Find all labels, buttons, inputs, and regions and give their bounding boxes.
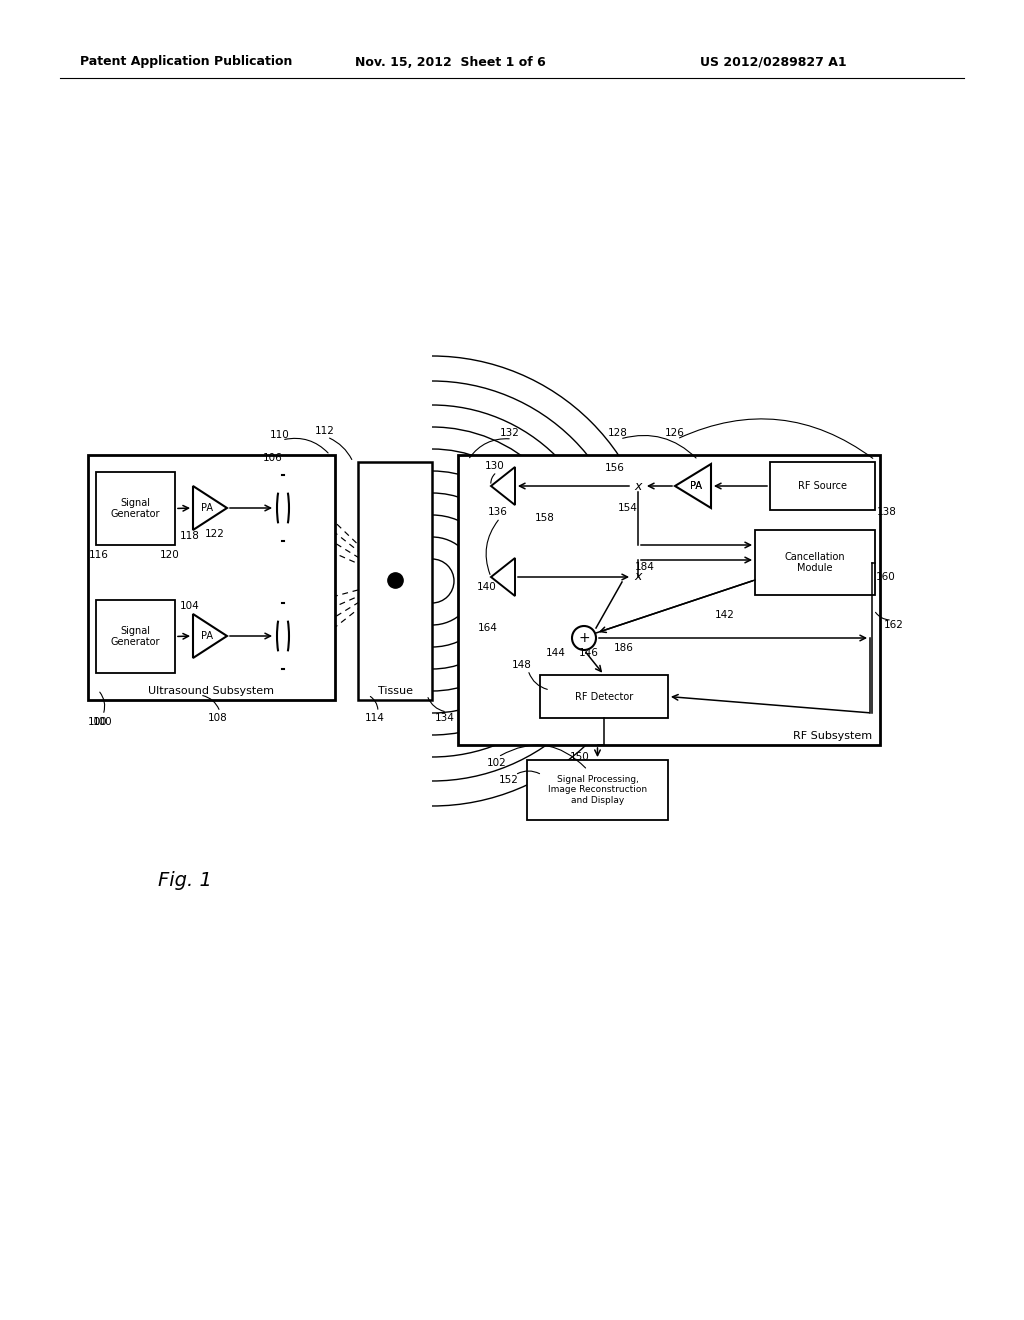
Text: 114: 114 (366, 713, 385, 723)
Text: 150: 150 (570, 752, 590, 762)
Text: PA: PA (690, 480, 702, 491)
Text: 108: 108 (208, 713, 228, 723)
Text: Nov. 15, 2012  Sheet 1 of 6: Nov. 15, 2012 Sheet 1 of 6 (355, 55, 546, 69)
Text: 132: 132 (500, 428, 520, 438)
Text: 146: 146 (579, 648, 599, 657)
Bar (527, 760, 668, 820)
Text: +: + (579, 631, 590, 645)
Text: 162: 162 (884, 620, 904, 630)
Bar (358, 462, 432, 700)
Text: 104: 104 (180, 601, 200, 611)
Text: RF Detector: RF Detector (574, 692, 633, 701)
Bar (770, 462, 874, 510)
Bar (540, 675, 668, 718)
Text: 102: 102 (487, 758, 507, 768)
Text: 126: 126 (665, 428, 685, 438)
Text: Tissue: Tissue (378, 686, 413, 696)
Text: Signal
Generator: Signal Generator (111, 498, 160, 519)
Text: 184: 184 (635, 562, 655, 572)
Bar (458, 455, 880, 744)
Text: 136: 136 (488, 507, 508, 517)
Text: PA: PA (690, 480, 702, 491)
Text: Ultrasound Subsystem: Ultrasound Subsystem (148, 686, 274, 696)
Text: Fig. 1: Fig. 1 (158, 870, 212, 890)
Text: PA: PA (201, 631, 213, 642)
Text: 130: 130 (485, 461, 505, 471)
Text: 116: 116 (89, 550, 109, 560)
Bar (96, 601, 175, 673)
Text: 100: 100 (88, 717, 108, 727)
Text: 156: 156 (605, 463, 625, 473)
Text: 110: 110 (270, 430, 290, 440)
Text: 152: 152 (499, 775, 519, 785)
Text: x: x (634, 479, 642, 492)
Text: 106: 106 (263, 453, 283, 463)
Text: 120: 120 (160, 550, 180, 560)
Text: 142: 142 (715, 610, 735, 620)
Text: PA: PA (201, 503, 213, 513)
Text: 164: 164 (478, 623, 498, 634)
Text: 122: 122 (205, 529, 225, 539)
Text: Signal Processing,
Image Reconstruction
and Display: Signal Processing, Image Reconstruction … (548, 775, 647, 805)
Text: x: x (634, 570, 642, 583)
Text: 118: 118 (180, 531, 200, 541)
Text: 148: 148 (512, 660, 531, 671)
Text: US 2012/0289827 A1: US 2012/0289827 A1 (700, 55, 847, 69)
Bar (755, 531, 874, 595)
Bar (88, 455, 335, 700)
Text: RF Subsystem: RF Subsystem (793, 731, 872, 741)
Text: Patent Application Publication: Patent Application Publication (80, 55, 293, 69)
Text: 160: 160 (877, 573, 896, 582)
Text: 158: 158 (536, 513, 555, 523)
Text: 186: 186 (614, 643, 634, 653)
Text: 112: 112 (315, 426, 335, 436)
Bar (96, 473, 175, 545)
Text: 100: 100 (93, 717, 113, 727)
Text: 134: 134 (435, 713, 455, 723)
Text: Cancellation
Module: Cancellation Module (784, 552, 846, 573)
Text: 154: 154 (618, 503, 638, 513)
Text: 128: 128 (608, 428, 628, 438)
Text: Signal
Generator: Signal Generator (111, 626, 160, 647)
Text: 140: 140 (477, 582, 497, 591)
Text: 144: 144 (546, 648, 566, 657)
Text: 138: 138 (878, 507, 897, 517)
Text: RF Source: RF Source (798, 480, 847, 491)
